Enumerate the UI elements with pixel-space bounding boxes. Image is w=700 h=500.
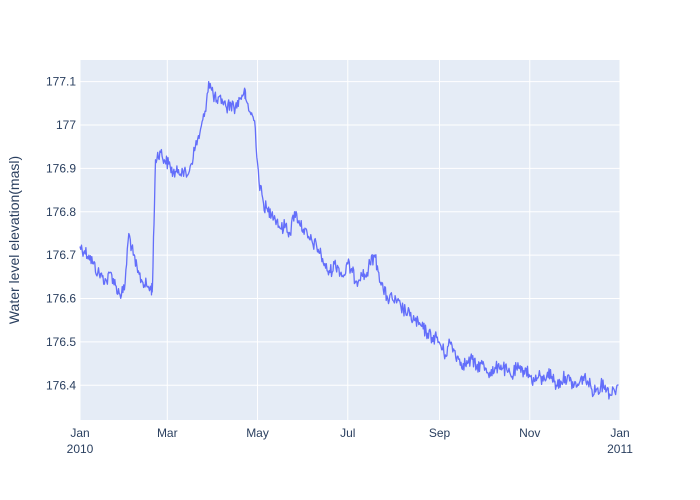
y-tick-label: 176.7 <box>46 248 76 262</box>
plot-area <box>80 60 620 420</box>
x-axis-tick-labels: Jan 2010 Mar May Jul Sep Nov Jan 2011 <box>67 426 634 456</box>
x-tick-label: Jul <box>340 426 355 440</box>
y-axis-tick-labels: 176.4 176.5 176.6 176.7 176.8 176.9 177 177.1 <box>46 75 76 393</box>
x-tick-label: Jan <box>610 426 629 440</box>
x-tick-label: Mar <box>157 426 178 440</box>
x-tick-year-label: 2011 <box>607 442 633 456</box>
water-level-series-line <box>79 81 619 400</box>
y-tick-label: 176.9 <box>46 161 76 175</box>
x-tick-label: Sep <box>429 426 451 440</box>
y-axis-title: Water level elevation(masl) <box>6 156 22 324</box>
x-tick-year-label: 2010 <box>67 442 94 456</box>
y-tick-label: 176.4 <box>46 378 76 392</box>
y-tick-label: 176.8 <box>46 205 76 219</box>
x-tick-label: May <box>246 426 269 440</box>
x-tick-label: Jan <box>70 426 89 440</box>
x-tick-label: Nov <box>519 426 540 440</box>
y-tick-label: 177.1 <box>46 75 76 89</box>
y-tick-label: 176.5 <box>46 335 76 349</box>
y-tick-label: 176.6 <box>46 292 76 306</box>
y-tick-label: 177 <box>56 118 76 132</box>
